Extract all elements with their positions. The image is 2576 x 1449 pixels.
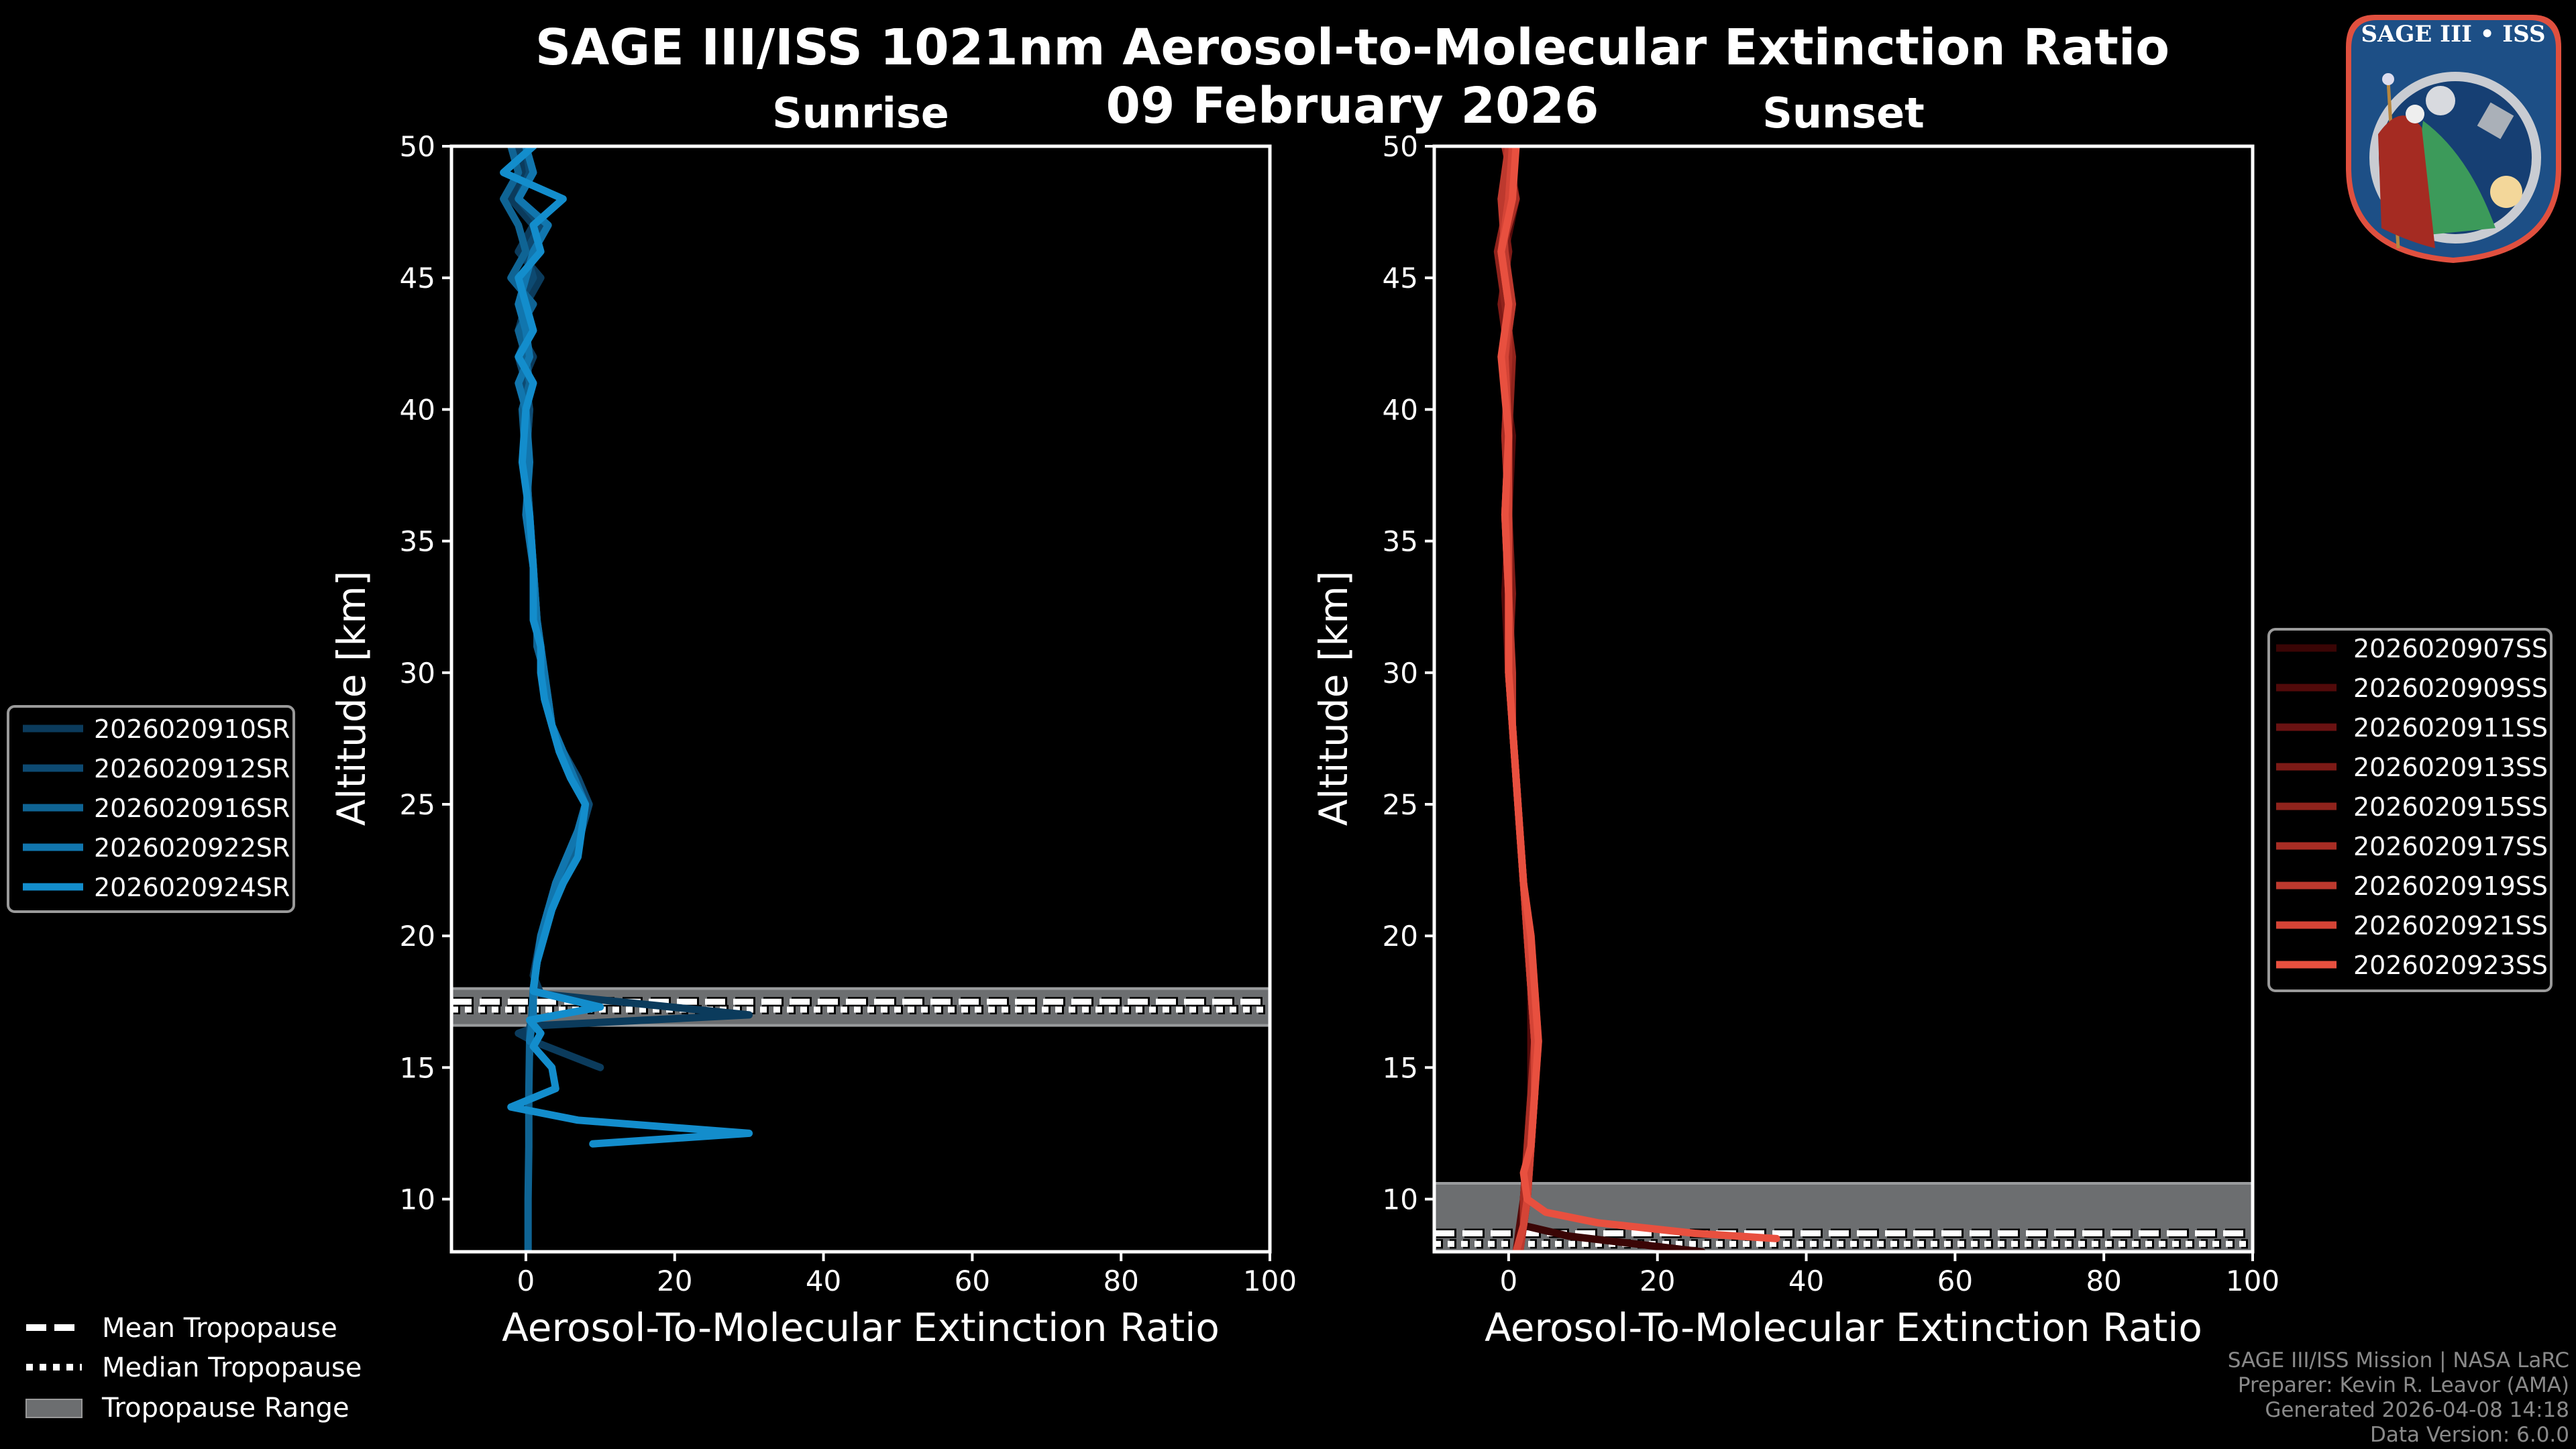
- footer-version: Data Version: 6.0.0: [2370, 1423, 2569, 1447]
- legend-label: 2026020907SS: [2353, 634, 2548, 663]
- x-tick-label: 40: [806, 1265, 841, 1297]
- y-tick-label: 50: [400, 130, 435, 163]
- footer-mission: SAGE III/ISS Mission | NASA LaRC: [2228, 1348, 2569, 1373]
- legend-item: 2026020916SR: [23, 794, 290, 823]
- y-tick-label: 10: [400, 1183, 435, 1216]
- legend-item: 2026020911SS: [2276, 713, 2548, 743]
- legend-item: 2026020922SR: [23, 833, 290, 863]
- legend-item: 2026020909SS: [2276, 674, 2548, 703]
- x-tick-label: 60: [955, 1265, 990, 1297]
- y-tick-label: 45: [400, 262, 435, 294]
- sunset-axes-frame: [1432, 144, 2255, 1254]
- y-tick-label: 15: [400, 1051, 435, 1084]
- legend-label: 2026020913SS: [2353, 753, 2548, 782]
- x-tick-label: 40: [1788, 1265, 1824, 1297]
- mean-tropopause-label: Mean Tropopause: [102, 1313, 337, 1344]
- series-line-2026020924SR: [500, 146, 753, 1148]
- y-tick-label: 35: [1383, 525, 1418, 558]
- sunset-panel: 0 20 40 60 80 100 10 15 20 25 30 35 40 45 50 Sunset Aero…: [1311, 89, 2553, 1350]
- legend-label: 2026020912SR: [94, 754, 290, 784]
- y-tick-label: 25: [400, 788, 435, 821]
- y-tick-label: 35: [400, 525, 435, 558]
- legend-item: 2026020923SS: [2276, 951, 2548, 980]
- y-tick-label: 30: [400, 657, 435, 690]
- sunrise-subtitle: Sunrise: [772, 89, 949, 138]
- series-line-2026020923SS: [1497, 146, 1780, 1242]
- sunset-y-axis-label: Altitude [km]: [1311, 571, 1356, 826]
- legend-label: 2026020916SR: [94, 794, 290, 823]
- y-tick-label: 40: [1383, 393, 1418, 426]
- legend-label: 2026020922SR: [94, 833, 290, 863]
- y-tick-label: 20: [1383, 920, 1418, 953]
- footer-preparer: Preparer: Kevin R. Leavor (AMA): [2238, 1373, 2569, 1397]
- x-tick-label: 80: [2086, 1265, 2121, 1297]
- x-tick-label: 20: [657, 1265, 692, 1297]
- sunrise-x-axis-label: Aerosol-To-Molecular Extinction Ratio: [502, 1305, 1220, 1350]
- y-tick-label: 15: [1383, 1051, 1418, 1084]
- x-tick-label: 100: [2226, 1265, 2279, 1297]
- sunset-x-axis-label: Aerosol-To-Molecular Extinction Ratio: [1485, 1305, 2202, 1350]
- x-tick-label: 60: [1937, 1265, 1973, 1297]
- footer: SAGE III/ISS Mission | NASA LaRC Prepare…: [2228, 1348, 2569, 1447]
- tropopause-range-swatch: [25, 1399, 83, 1418]
- tropopause-legend: Mean Tropopause Median Tropopause Tropop…: [25, 1313, 362, 1424]
- sage-iii-iss-logo: SAGE III • ISS: [2346, 15, 2561, 263]
- median-tropopause-label: Median Tropopause: [102, 1352, 362, 1383]
- legend-label: 2026020910SR: [94, 714, 290, 744]
- x-tick-label: 20: [1640, 1265, 1675, 1297]
- y-tick-label: 10: [1383, 1183, 1418, 1216]
- sunrise-y-axis-label: Altitude [km]: [329, 571, 374, 826]
- legend-item: 2026020915SS: [2276, 792, 2548, 822]
- footer-generated: Generated 2026-04-08 14:18: [2265, 1398, 2569, 1422]
- sunrise-legend: 2026020910SR 2026020912SR 2026020916SR 2026…: [7, 705, 295, 913]
- y-tick-label: 20: [400, 920, 435, 953]
- legend-item: 2026020921SS: [2276, 911, 2548, 941]
- legend-label: 2026020911SS: [2353, 713, 2548, 743]
- sunrise-axes-frame: [449, 144, 1272, 1254]
- legend-label: 2026020917SS: [2353, 832, 2548, 861]
- legend-item: 2026020912SR: [23, 754, 290, 784]
- y-tick-label: 50: [1383, 130, 1418, 163]
- x-tick-label: 0: [1500, 1265, 1518, 1297]
- legend-label: 2026020924SR: [94, 873, 290, 902]
- legend-label: 2026020921SS: [2353, 911, 2548, 941]
- legend-label: 2026020909SS: [2353, 674, 2548, 703]
- legend-item: 2026020924SR: [23, 873, 290, 902]
- y-tick-label: 40: [400, 393, 435, 426]
- sunset-subtitle: Sunset: [1762, 89, 1925, 138]
- y-tick-label: 45: [1383, 262, 1418, 294]
- sunrise-panel: 0 20 40 60 80 100 10 15 20 25 30 35 40 45 50 Sunrise Aer…: [7, 89, 1297, 1350]
- logo-title: SAGE III • ISS: [2361, 21, 2545, 48]
- legend-item: 2026020913SS: [2276, 753, 2548, 782]
- y-tick-label: 30: [1383, 657, 1418, 690]
- legend-item: 2026020907SS: [2276, 634, 2548, 663]
- legend-item: 2026020919SS: [2276, 871, 2548, 901]
- legend-label: 2026020915SS: [2353, 792, 2548, 822]
- sunset-legend: 2026020907SS 2026020909SS 2026020911SS 2026…: [2267, 628, 2553, 992]
- y-tick-label: 25: [1383, 788, 1418, 821]
- x-tick-label: 0: [517, 1265, 535, 1297]
- legend-label: 2026020919SS: [2353, 871, 2548, 901]
- x-tick-label: 100: [1243, 1265, 1297, 1297]
- chart-title: SAGE III/ISS 1021nm Aerosol-to-Molecular…: [535, 19, 2169, 76]
- legend-item: 2026020910SR: [23, 714, 290, 744]
- x-tick-label: 80: [1103, 1265, 1138, 1297]
- chart-date: 09 February 2026: [1106, 77, 1599, 135]
- legend-label: 2026020923SS: [2353, 951, 2548, 980]
- tropopause-range-label: Tropopause Range: [101, 1393, 350, 1424]
- legend-item: 2026020917SS: [2276, 832, 2548, 861]
